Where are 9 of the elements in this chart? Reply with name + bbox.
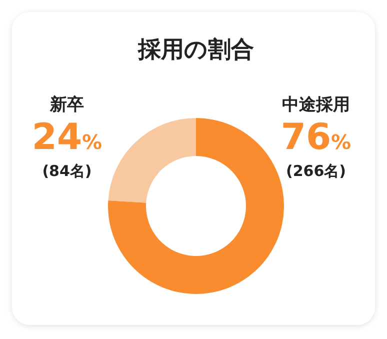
- text: (84名): [42, 162, 92, 180]
- data-label: 24%: [32, 117, 102, 158]
- chart-title: 採用の割合: [137, 37, 254, 63]
- donut-slice: [108, 118, 284, 294]
- data-label: 76%: [280, 117, 352, 158]
- text: (266名): [286, 162, 346, 180]
- donut-slice: [108, 118, 196, 203]
- slice-label: 中途採用: [282, 95, 350, 115]
- slice-label: 新卒: [49, 95, 84, 115]
